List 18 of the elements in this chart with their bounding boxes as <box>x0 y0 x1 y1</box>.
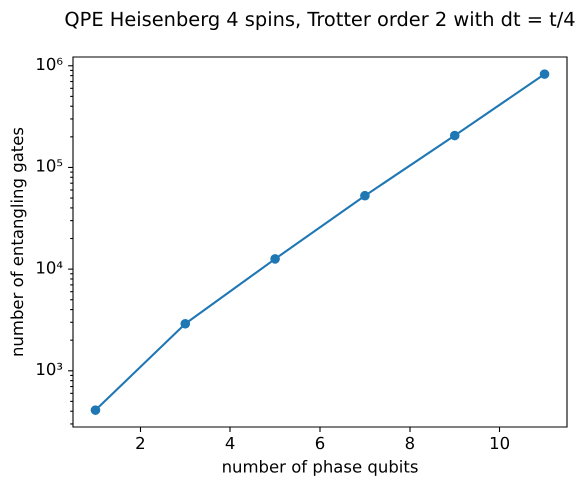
point <box>270 254 280 264</box>
y-tick-label: 10⁵ <box>35 156 63 176</box>
y-axis-title: number of entangling gates <box>8 126 28 358</box>
point <box>360 190 370 201</box>
x-tick-label: 8 <box>404 434 416 454</box>
x-tick-label: 10 <box>489 434 510 454</box>
x-tick-label: 4 <box>224 434 236 454</box>
chart-title: QPE Heisenberg 4 spins, Trotter order 2 with dt = t/4 <box>64 8 576 32</box>
point <box>450 130 460 140</box>
x-tick-label: 6 <box>314 434 326 454</box>
point <box>540 69 550 79</box>
y-tick-label: 10⁴ <box>35 258 64 278</box>
x-axis-title: number of phase qubits <box>222 457 418 476</box>
y-tick-label: 10⁶ <box>35 55 64 74</box>
point <box>90 405 100 415</box>
point <box>180 318 190 329</box>
x-tick-label: 2 <box>135 434 146 454</box>
y-tick-label: 10³ <box>35 360 63 380</box>
